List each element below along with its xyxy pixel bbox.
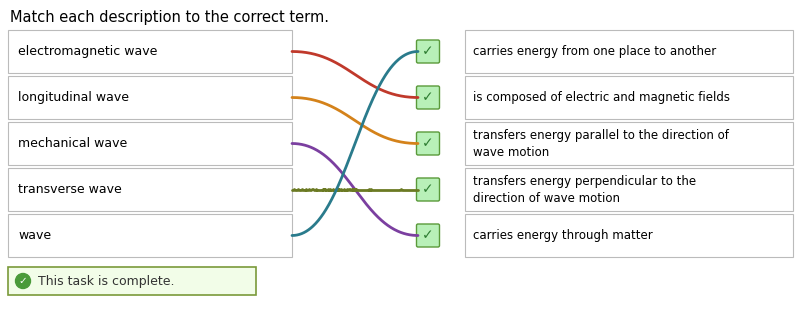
FancyBboxPatch shape (465, 30, 793, 73)
Text: transfers energy parallel to the direction of
wave motion: transfers energy parallel to the directi… (473, 129, 729, 158)
Text: This task is complete.: This task is complete. (38, 275, 174, 288)
Text: ✓: ✓ (422, 44, 434, 59)
Text: ✓: ✓ (422, 228, 434, 243)
FancyBboxPatch shape (465, 168, 793, 211)
Text: transfers energy perpendicular to the
direction of wave motion: transfers energy perpendicular to the di… (473, 175, 696, 204)
Text: wave: wave (18, 229, 51, 242)
FancyBboxPatch shape (8, 214, 292, 257)
Text: ✓: ✓ (422, 136, 434, 151)
Text: carries energy from one place to another: carries energy from one place to another (473, 45, 716, 58)
FancyBboxPatch shape (8, 267, 256, 295)
Text: Match each description to the correct term.: Match each description to the correct te… (10, 10, 329, 25)
FancyBboxPatch shape (417, 132, 439, 155)
Text: ✓: ✓ (18, 276, 27, 286)
FancyBboxPatch shape (8, 168, 292, 211)
FancyBboxPatch shape (8, 76, 292, 119)
Text: carries energy through matter: carries energy through matter (473, 229, 653, 242)
Text: ✓: ✓ (422, 182, 434, 197)
Text: mechanical wave: mechanical wave (18, 137, 127, 150)
Text: electromagnetic wave: electromagnetic wave (18, 45, 158, 58)
FancyBboxPatch shape (417, 86, 439, 109)
FancyBboxPatch shape (465, 76, 793, 119)
Text: ✓: ✓ (422, 90, 434, 105)
FancyBboxPatch shape (8, 30, 292, 73)
Text: longitudinal wave: longitudinal wave (18, 91, 129, 104)
FancyBboxPatch shape (465, 214, 793, 257)
FancyBboxPatch shape (465, 122, 793, 165)
Circle shape (15, 274, 30, 289)
FancyBboxPatch shape (8, 122, 292, 165)
Text: is composed of electric and magnetic fields: is composed of electric and magnetic fie… (473, 91, 730, 104)
FancyBboxPatch shape (417, 40, 439, 63)
FancyBboxPatch shape (417, 178, 439, 201)
Text: transverse wave: transverse wave (18, 183, 122, 196)
FancyBboxPatch shape (417, 224, 439, 247)
